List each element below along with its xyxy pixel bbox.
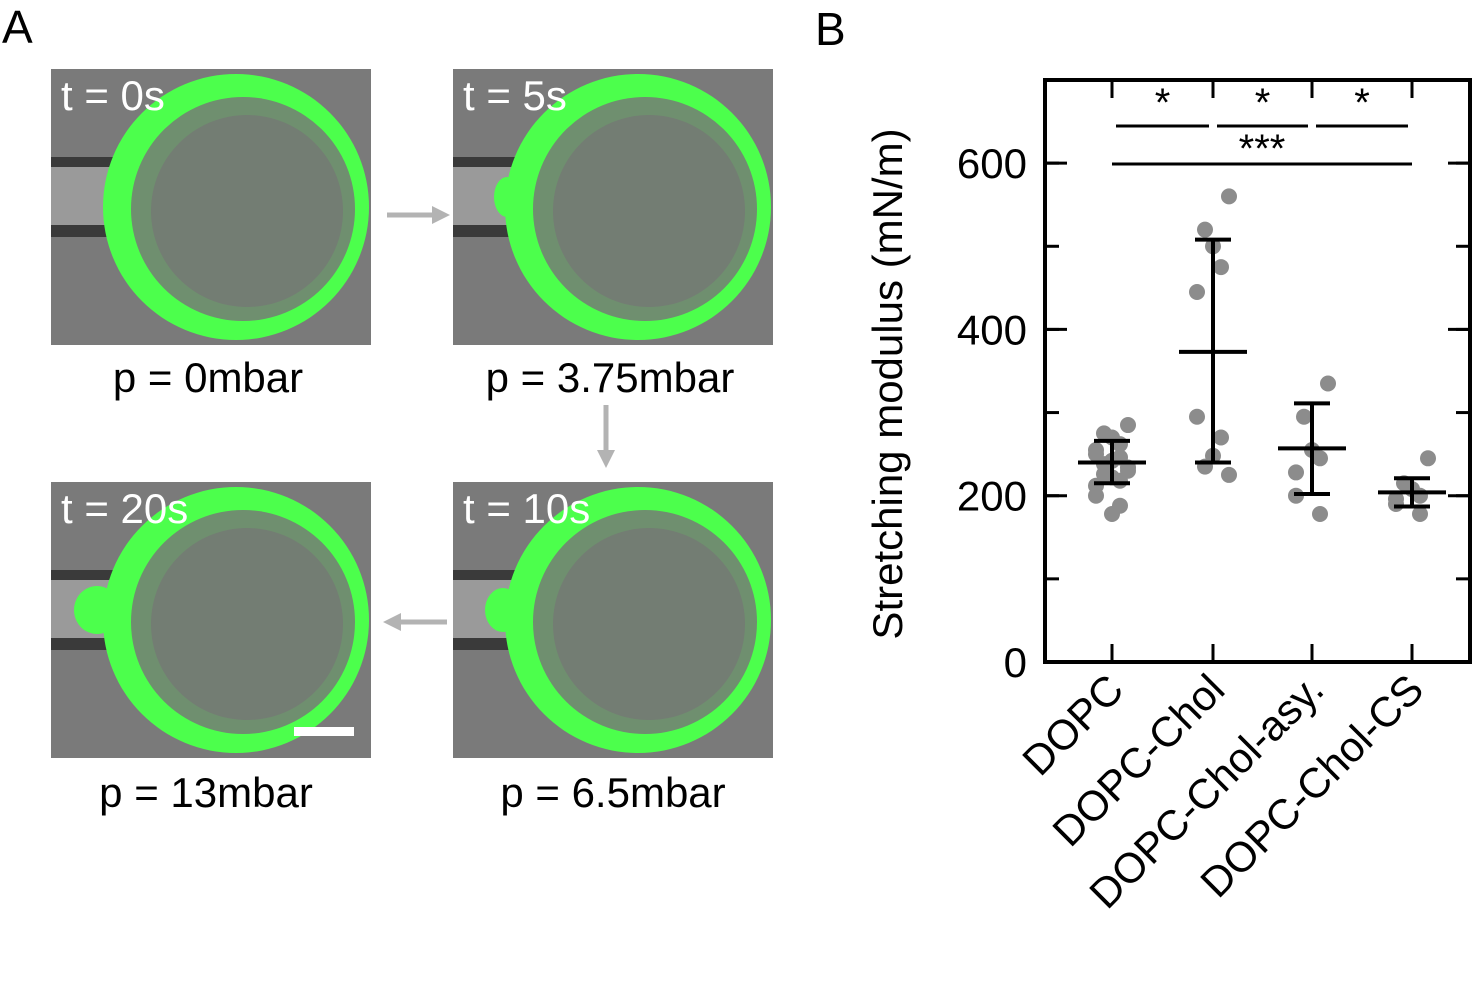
time-label: t = 10s (463, 485, 591, 532)
series-dopc-chol-asy- (1278, 375, 1346, 523)
data-point (1320, 375, 1336, 392)
significance-bracket: * (1217, 81, 1308, 128)
data-point (1312, 506, 1328, 523)
giant-vesicle (505, 487, 771, 753)
data-point (1112, 472, 1128, 489)
significance-label: * (1155, 81, 1171, 125)
series-dopc (1078, 417, 1146, 523)
data-point (1420, 450, 1436, 467)
y-tick-label: 200 (957, 473, 1027, 520)
data-point (1213, 429, 1229, 446)
giant-vesicle (103, 74, 369, 340)
y-tick-label: 400 (957, 306, 1027, 353)
significance-label: *** (1239, 127, 1286, 171)
pressure-label: p = 0mbar (112, 354, 304, 401)
y-tick-label: 0 (1004, 639, 1027, 686)
data-point (1221, 188, 1237, 205)
series-dopc-chol (1179, 188, 1247, 483)
data-point (1221, 466, 1237, 483)
y-axis-label: Stretching modulus (mN/m) (864, 128, 911, 639)
pressure-label: p = 3.75mbar (485, 354, 735, 401)
giant-vesicle (103, 487, 369, 753)
vesicle-image (51, 482, 371, 758)
pressure-label: p = 6.5mbar (500, 769, 726, 816)
panel-a-letter: A (2, 1, 33, 53)
plot-frame (1043, 78, 1472, 664)
data-point (1388, 496, 1404, 513)
significance-bracket: * (1316, 81, 1408, 128)
micrograph-frame-3: t = 10s (453, 482, 773, 758)
data-point (1189, 408, 1205, 425)
giant-vesicle (505, 74, 771, 340)
micrograph-frame-4: t = 20s (51, 482, 371, 758)
micrograph-frame-2: t = 5s (453, 69, 773, 345)
data-point (1104, 506, 1120, 523)
significance-bracket: * (1116, 81, 1209, 128)
pressure-label: p = 13mbar (99, 769, 313, 816)
scale-bar (294, 727, 354, 736)
vesicle-image (453, 69, 773, 345)
significance-label: * (1354, 81, 1370, 125)
data-point (1120, 417, 1136, 434)
micrograph-frame-1: t = 0s (51, 69, 371, 345)
data-point (1189, 284, 1205, 301)
arrow-down-icon (597, 405, 615, 468)
arrow-right-icon (387, 206, 450, 224)
data-point (1213, 259, 1229, 276)
vesicle-image (453, 482, 773, 758)
time-label: t = 5s (463, 72, 567, 119)
data-point (1296, 408, 1312, 425)
data-point (1412, 487, 1428, 504)
panel-b-letter: B (815, 3, 846, 55)
time-label: t = 0s (61, 72, 165, 119)
data-point (1312, 450, 1328, 467)
data-point (1412, 506, 1428, 523)
arrow-left-icon (383, 613, 447, 631)
data-point (1197, 221, 1213, 238)
data-point (1088, 487, 1104, 504)
time-label: t = 20s (61, 485, 189, 532)
y-tick-label: 600 (957, 140, 1027, 187)
vesicle-image (51, 69, 371, 345)
significance-label: * (1255, 81, 1271, 125)
significance-bracket: *** (1112, 127, 1412, 171)
data-point (1288, 464, 1304, 481)
series-dopc-chol-cs (1378, 450, 1446, 523)
